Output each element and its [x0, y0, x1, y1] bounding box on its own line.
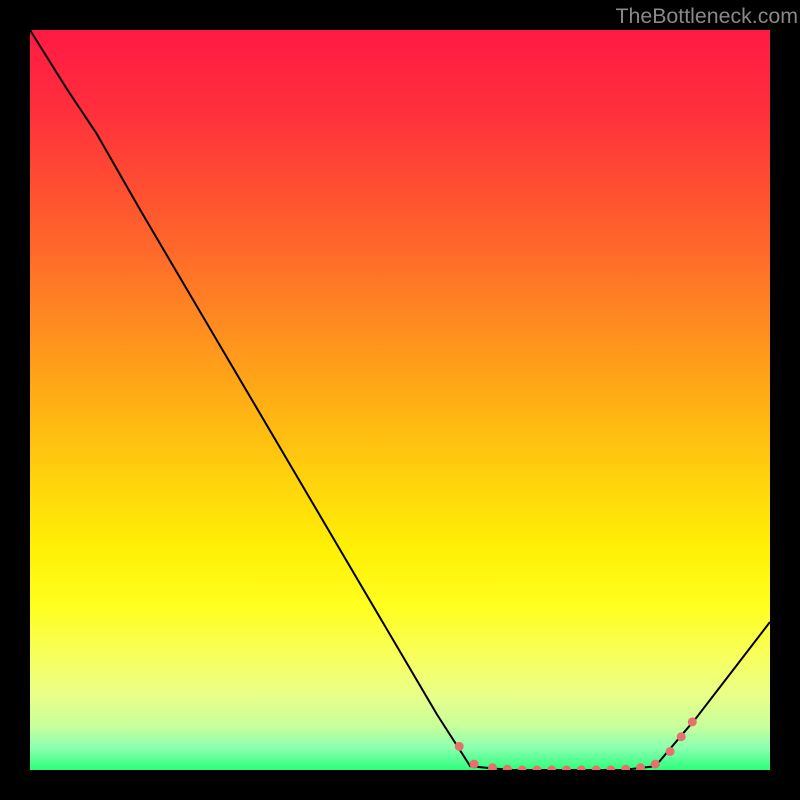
data-marker: [677, 732, 686, 741]
data-marker: [651, 760, 660, 769]
data-marker: [470, 760, 479, 769]
chart-container: TheBottleneck.com: [0, 0, 800, 800]
plot-background: [30, 30, 770, 770]
data-marker: [688, 717, 697, 726]
plot-area: [30, 30, 770, 770]
watermark-text: TheBottleneck.com: [615, 4, 798, 29]
data-marker: [666, 747, 675, 756]
data-marker: [455, 742, 464, 751]
plot-svg: [30, 30, 770, 770]
